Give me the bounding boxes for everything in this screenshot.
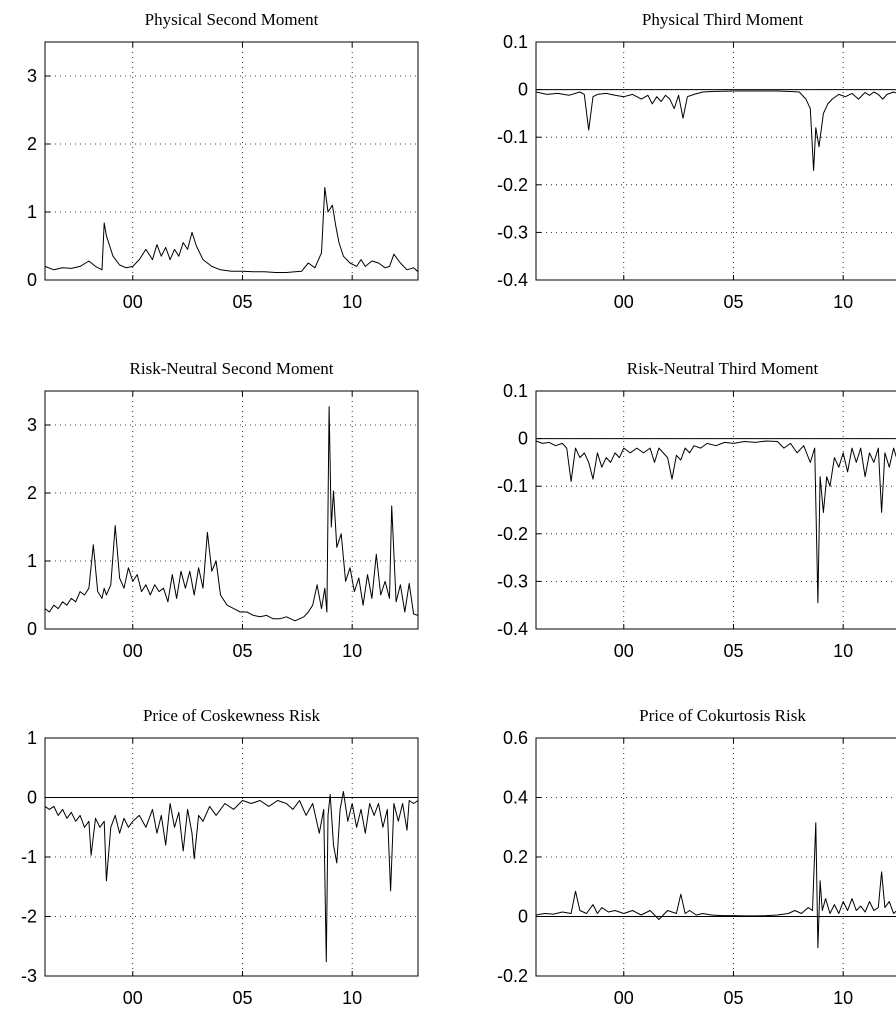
price-of-cokurtosis-risk-y-tick-label: 0.6 bbox=[503, 728, 528, 748]
price-of-coskewness-risk-y-tick-label: 0 bbox=[27, 788, 37, 808]
price-of-cokurtosis-risk-y-tick-label: 0.2 bbox=[503, 847, 528, 867]
price-of-cokurtosis-risk-x-tick-label: 10 bbox=[833, 988, 853, 1008]
risk-neutral-second-moment-axes-frame bbox=[44, 390, 419, 630]
price-of-cokurtosis-risk-axes-frame bbox=[535, 737, 896, 977]
physical-third-moment-axes-frame bbox=[535, 41, 896, 281]
physical-third-moment-title: Physical Third Moment bbox=[642, 10, 803, 29]
physical-third-moment-chart: Physical Third Moment 00 05 10 0.1 0 -0.1 -0.2 -… bbox=[497, 10, 896, 312]
physical-third-moment-x-tick-label: 05 bbox=[723, 292, 743, 312]
price-of-coskewness-risk-series-line bbox=[44, 791, 419, 963]
price-of-coskewness-risk-y-tick-label: 1 bbox=[27, 728, 37, 748]
price-of-coskewness-risk-x-tick-label: 00 bbox=[123, 988, 143, 1008]
risk-neutral-second-moment-chart: Risk-Neutral Second Moment 00 05 10 0 1 2 3 bbox=[27, 359, 419, 661]
risk-neutral-third-moment-y-tick-label: -0.1 bbox=[497, 476, 528, 496]
physical-third-moment-series-line bbox=[535, 90, 896, 171]
risk-neutral-third-moment-y-tick-label: -0.3 bbox=[497, 571, 528, 591]
physical-third-moment-x-tick-label: 00 bbox=[614, 292, 634, 312]
price-of-cokurtosis-risk-y-tick-label: 0 bbox=[518, 907, 528, 927]
price-of-cokurtosis-risk-series-line bbox=[535, 822, 896, 949]
risk-neutral-third-moment-y-tick-label: 0 bbox=[518, 429, 528, 449]
physical-third-moment-y-tick-label: 0.1 bbox=[503, 32, 528, 52]
physical-third-moment-y-tick-label: 0 bbox=[518, 80, 528, 100]
risk-neutral-second-moment-y-tick-label: 2 bbox=[27, 483, 37, 503]
risk-neutral-third-moment-title: Risk-Neutral Third Moment bbox=[627, 359, 819, 378]
risk-neutral-third-moment-y-tick-label: -0.4 bbox=[497, 619, 528, 639]
risk-neutral-second-moment-x-tick-label: 05 bbox=[232, 641, 252, 661]
price-of-cokurtosis-risk-chart: Price of Cokurtosis Risk 00 05 10 0.6 0.4 0.2 0… bbox=[497, 706, 896, 1008]
physical-second-moment-series-line bbox=[44, 187, 419, 273]
risk-neutral-second-moment-x-tick-label: 00 bbox=[123, 641, 143, 661]
risk-neutral-second-moment-series-line bbox=[44, 406, 419, 622]
price-of-cokurtosis-risk-x-tick-label: 05 bbox=[723, 988, 743, 1008]
risk-neutral-third-moment-axes-frame bbox=[535, 390, 896, 630]
price-of-coskewness-risk-x-tick-label: 05 bbox=[232, 988, 252, 1008]
risk-neutral-third-moment-x-tick-label: 05 bbox=[723, 641, 743, 661]
risk-neutral-third-moment-chart: Risk-Neutral Third Moment 00 05 10 0.1 0 -0.1 -… bbox=[497, 359, 896, 661]
price-of-coskewness-risk-title: Price of Coskewness Risk bbox=[143, 706, 321, 725]
price-of-coskewness-risk-y-tick-label: -2 bbox=[21, 907, 37, 927]
physical-third-moment-y-tick-label: -0.3 bbox=[497, 222, 528, 242]
physical-second-moment-axes-frame bbox=[44, 41, 419, 281]
physical-second-moment-x-tick-label: 00 bbox=[123, 292, 143, 312]
physical-third-moment-y-tick-label: -0.2 bbox=[497, 175, 528, 195]
physical-third-moment-x-tick-label: 10 bbox=[833, 292, 853, 312]
physical-second-moment-y-tick-label: 0 bbox=[27, 270, 37, 290]
price-of-coskewness-risk-axes-frame bbox=[44, 737, 419, 977]
physical-second-moment-x-tick-label: 10 bbox=[342, 292, 362, 312]
risk-neutral-third-moment-x-tick-label: 00 bbox=[614, 641, 634, 661]
risk-neutral-third-moment-series-line bbox=[535, 440, 896, 604]
physical-third-moment-y-tick-label: -0.4 bbox=[497, 270, 528, 290]
price-of-coskewness-risk-y-tick-label: -3 bbox=[21, 966, 37, 986]
physical-second-moment-y-tick-label: 1 bbox=[27, 202, 37, 222]
risk-neutral-second-moment-title: Risk-Neutral Second Moment bbox=[130, 359, 334, 378]
risk-neutral-second-moment-y-tick-label: 3 bbox=[27, 415, 37, 435]
price-of-cokurtosis-risk-y-tick-label: -0.2 bbox=[497, 966, 528, 986]
price-of-coskewness-risk-x-tick-label: 10 bbox=[342, 988, 362, 1008]
price-of-cokurtosis-risk-y-tick-label: 0.4 bbox=[503, 788, 528, 808]
physical-second-moment-x-tick-label: 05 bbox=[232, 292, 252, 312]
risk-neutral-third-moment-x-tick-label: 10 bbox=[833, 641, 853, 661]
risk-neutral-second-moment-x-tick-label: 10 bbox=[342, 641, 362, 661]
physical-second-moment-y-tick-label: 3 bbox=[27, 66, 37, 86]
price-of-coskewness-risk-y-tick-label: -1 bbox=[21, 847, 37, 867]
physical-third-moment-y-tick-label: -0.1 bbox=[497, 127, 528, 147]
physical-second-moment-title: Physical Second Moment bbox=[145, 10, 319, 29]
risk-neutral-third-moment-y-tick-label: -0.2 bbox=[497, 524, 528, 544]
price-of-cokurtosis-risk-x-tick-label: 00 bbox=[614, 988, 634, 1008]
risk-neutral-third-moment-y-tick-label: 0.1 bbox=[503, 381, 528, 401]
risk-neutral-second-moment-y-tick-label: 1 bbox=[27, 551, 37, 571]
price-of-cokurtosis-risk-title: Price of Cokurtosis Risk bbox=[639, 706, 806, 725]
physical-second-moment-chart: Physical Second Moment 00 05 10 0 1 2 3 bbox=[27, 10, 419, 312]
risk-neutral-second-moment-y-tick-label: 0 bbox=[27, 619, 37, 639]
physical-second-moment-y-tick-label: 2 bbox=[27, 134, 37, 154]
